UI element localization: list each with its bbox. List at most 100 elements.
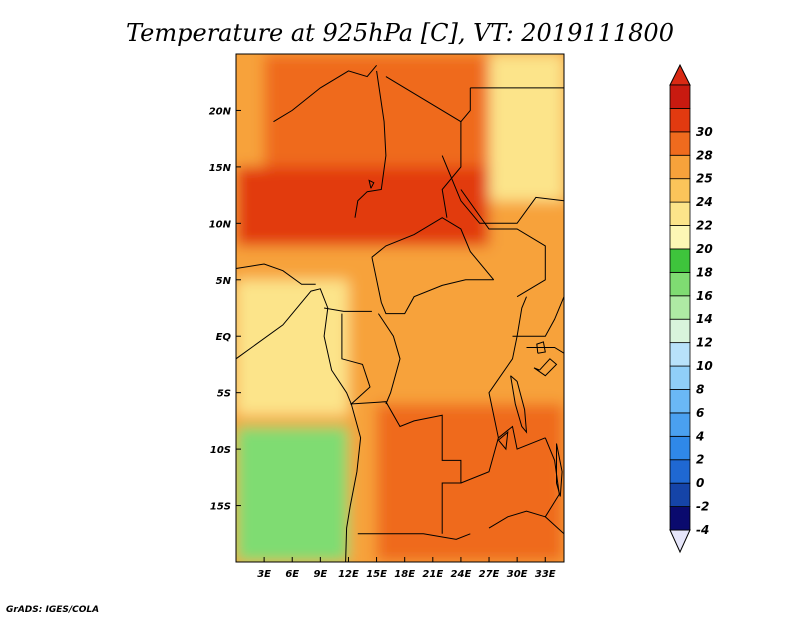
colorbar-tick-label: 24: [696, 195, 713, 209]
colorbar-swatch: [669, 506, 691, 531]
x-tick-label: 6E: [285, 569, 299, 580]
border-line-26: [498, 431, 509, 451]
border-line-21: [526, 347, 564, 354]
colorbar-swatch: [669, 342, 691, 367]
x-tick-label: 27E: [479, 569, 500, 580]
colorbar-swatch: [669, 201, 691, 226]
temperature-field: [236, 54, 564, 562]
colorbar-tick-label: 0: [696, 476, 704, 490]
field-region-4: [367, 268, 518, 404]
border-line-8: [460, 189, 546, 298]
border-line-3: [354, 70, 387, 218]
colorbar-swatch: [669, 412, 691, 437]
border-line-19: [488, 510, 546, 529]
map-frame: [235, 53, 565, 563]
border-line-23: [536, 341, 546, 354]
colorbar-tick-label: 22: [696, 219, 713, 233]
x-tick-label: 9E: [313, 569, 327, 580]
country-borders: [236, 64, 564, 562]
y-tick-label: 15S: [210, 502, 231, 513]
y-tick-label: 10S: [210, 445, 231, 456]
colorbar-over-triangle: [669, 63, 691, 86]
border-line-22: [533, 358, 558, 377]
border-line-5: [460, 87, 471, 123]
field-blur-layer: [236, 54, 564, 562]
colorbar-swatch: [669, 108, 691, 133]
border-line-24: [510, 375, 528, 434]
border-line-25: [556, 443, 563, 497]
colorbar-swatch: [669, 154, 691, 180]
x-tick-label: 3E: [257, 569, 271, 580]
border-line-16: [460, 425, 546, 484]
colorbar-swatch: [669, 365, 691, 390]
colorbar-tick-label: 20: [696, 242, 713, 256]
colorbar-tick-label: -2: [696, 500, 709, 514]
colorbar-tick-label: 12: [696, 336, 713, 350]
border-line-2: [273, 64, 377, 123]
colorbar-tick-label: 8: [696, 382, 704, 396]
x-tick-label: 24E: [451, 569, 472, 580]
field-region-5: [376, 403, 564, 562]
y-tick-label: 5S: [217, 389, 231, 400]
x-tick-label: 30E: [507, 569, 528, 580]
border-line-17: [488, 296, 527, 438]
colorbar-tick-label: 18: [696, 265, 713, 279]
colorbar-swatch: [669, 131, 691, 156]
colorbar-swatch: [669, 178, 691, 203]
y-tick-label: EQ: [216, 332, 232, 343]
x-tick-label: 33E: [535, 569, 556, 580]
colorbar-swatch: [669, 459, 691, 484]
colorbar-swatch: [669, 271, 691, 297]
border-line-14: [350, 401, 462, 534]
y-tick-label: 20N: [209, 106, 232, 117]
x-tick-label: 18E: [394, 569, 415, 580]
colorbar-tick-label: -4: [696, 523, 709, 537]
border-line-13: [377, 313, 401, 405]
border-line-27: [368, 179, 375, 189]
colorbar-tick-label: 4: [695, 429, 704, 443]
colorbar-swatch: [669, 318, 691, 344]
y-tick-label: 5N: [216, 276, 232, 287]
border-line-4: [385, 76, 462, 218]
colorbar-tick-label: 2: [696, 453, 704, 467]
field-region-3: [236, 279, 349, 416]
field-region-2: [236, 166, 490, 246]
field-region-0: [489, 54, 564, 201]
field-region-6: [236, 426, 349, 562]
y-axis-ticks: 20N 15N 10N 5N EQ 5S 10S 15S: [209, 106, 241, 513]
border-line-0: [236, 288, 362, 562]
colorbar-swatch: [669, 84, 691, 109]
y-tick-label: 10N: [209, 219, 232, 230]
map-panel: 3E 6E 9E 12E 15E 18E 21E 24E 27E 30E 33E 20N 15N 10N…: [209, 53, 565, 580]
border-line-9: [371, 217, 495, 281]
colorbar-swatch: [669, 389, 691, 414]
colorbar-tick-label: 16: [696, 289, 713, 303]
border-line-11: [324, 307, 372, 312]
border-line-15: [357, 533, 471, 540]
border-line-20: [512, 296, 564, 337]
x-tick-label: 15E: [366, 569, 387, 580]
x-tick-label: 12E: [338, 569, 359, 580]
colorbar-tick-label: 25: [696, 172, 713, 186]
border-line-12: [341, 313, 371, 405]
colorbar-swatch: [669, 295, 691, 320]
x-tick-label: 21E: [422, 569, 443, 580]
border-line-10: [371, 257, 494, 315]
colorbar-swatch: [669, 435, 691, 461]
y-tick-label: 15N: [209, 163, 232, 174]
colorbar-under-triangle: [669, 529, 691, 554]
colorbar-tick-label: 10: [696, 359, 713, 373]
grads-credit: GrADS: IGES/COLA: [6, 605, 99, 615]
colorbar-tick-label: 6: [696, 406, 704, 420]
colorbar-swatch: [669, 482, 691, 507]
colorbar-swatch: [669, 225, 691, 250]
colorbar-tick-label: 28: [696, 148, 713, 162]
colorbar-tick-label: 14: [696, 312, 713, 326]
x-axis-ticks: 3E 6E 9E 12E 15E 18E 21E 24E 27E 30E 33E: [257, 557, 556, 580]
border-line-1: [236, 263, 316, 285]
colorbar-swatch: [669, 248, 691, 273]
chart-title: Temperature at 925hPa [C], VT: 201911180…: [126, 19, 674, 47]
border-line-7: [441, 155, 564, 224]
